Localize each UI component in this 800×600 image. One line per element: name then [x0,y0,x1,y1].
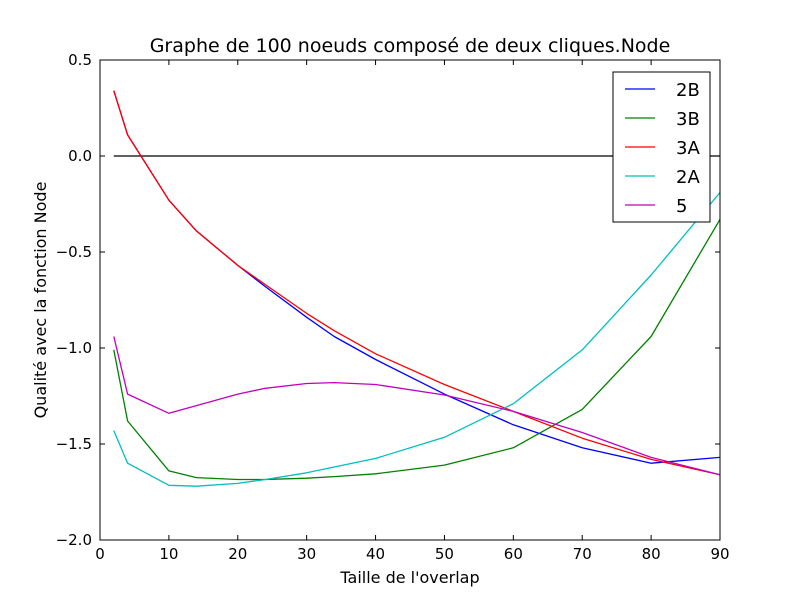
x-tick-label: 40 [366,545,385,563]
legend-label-5: 5 [676,196,687,217]
y-tick-label: −1.0 [56,339,92,357]
plot-area [113,90,721,487]
x-tick-label: 10 [159,545,178,563]
y-tick-label: 0.0 [68,147,92,165]
series-line-2a [113,192,721,487]
legend-label-2b: 2B [676,80,700,101]
x-tick-label: 70 [573,545,592,563]
x-axis-label: Taille de l'overlap [339,568,479,587]
x-tick-label: 50 [435,545,454,563]
legend-label-3b: 3B [676,109,700,130]
chart-title: Graphe de 100 noeuds composé de deux cli… [150,35,671,57]
x-tick-label: 60 [504,545,523,563]
x-tick-label: 0 [95,545,105,563]
legend-label-3a: 3A [676,138,700,159]
plot-frame [99,59,721,541]
x-tick-label: 30 [297,545,316,563]
y-tick-label: −1.5 [56,435,92,453]
axes: 0 10 20 30 40 50 60 70 80 90 0.5 0.0 −0.5 −1.0 −1.5 −2.… [56,51,730,563]
y-tick-label: 0.5 [68,51,92,69]
series-line-5 [113,336,721,476]
y-tick-label: −2.0 [56,531,92,549]
legend: 2B 3B 3A 2A 5 [612,71,711,223]
y-tick-label: −0.5 [56,243,92,261]
series-line-3b [113,219,721,481]
x-tick-label: 20 [228,545,247,563]
y-axis-label: Qualité avec la fonction Node [31,182,50,419]
legend-label-2a: 2A [676,167,700,188]
x-tick-label: 90 [710,545,729,563]
x-tick-label: 80 [642,545,661,563]
series-line-3a [113,90,721,476]
